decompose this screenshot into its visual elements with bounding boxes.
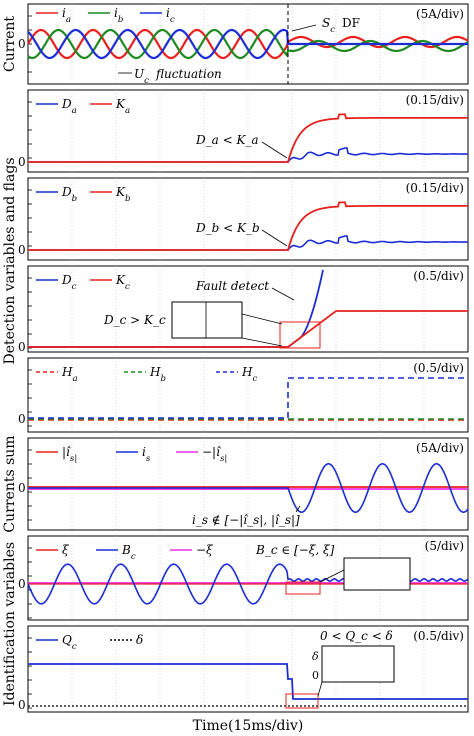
zoom-connector-6 [319,569,345,583]
annotation-fault-detect-arrow [271,287,295,301]
zoom-inset-6 [343,557,411,591]
annotation-df: DF [342,16,360,30]
annotation-fault-detect: Fault detect [195,279,269,293]
legend-Hc-label: Hc [241,365,257,384]
annotation-panel-1-arrow [261,141,288,159]
zoom-inset [171,301,243,339]
legend-ib-label: ib [114,6,123,25]
series-Qc-line [28,663,468,700]
legend-Db-label: Db [61,185,77,204]
annotation-sc-arrow [291,24,317,32]
legend-Da-label: Da [61,97,77,116]
legend-Qc-label: Qc [62,633,77,652]
legend-neg-xi-label: −ξ [196,543,214,557]
legend-xi-label: ξ [62,543,70,557]
series-Ka-line [28,113,468,163]
legend-Bc-label: Bc [121,543,136,562]
annotation-panel-2: D_b < K_b [195,221,260,235]
zoom-connector-7 [317,681,323,697]
legend-delta-label: δ [136,633,143,647]
zoom-inset-7-delta-label: δ [312,650,319,663]
panel-1-scale: (0.15/div) [406,93,464,107]
annotation-dc-gt-kc: D_c > K_c [103,313,166,327]
legend-abs-is-hat-label: |îs| [62,445,77,464]
legend-neg-abs-is-hat-label: −|îs| [202,445,227,464]
annotation-is-arrow [295,505,301,513]
legend-Kc-label: Kc [115,273,130,292]
legend-Hb-label: Hb [149,365,166,384]
panel-1-zero-label: 0 [18,155,26,169]
panel-3-scale: (0.5/div) [413,269,464,283]
panel-5-scale: (5A/div) [416,441,464,455]
panel-6-scale: (5/div) [425,539,464,553]
annotation-panel-2-arrow [261,229,288,247]
annotation-is-notin: i_s ∉ [−|î_s|, |î_s|] [192,513,300,527]
panel-7-scale: (0.5/div) [413,629,464,643]
zoom-source-box-7 [285,693,319,709]
annotation-uc: Uc [134,67,149,86]
y-group-label-3: Identification variables [2,542,18,706]
y-group-label-0: Current [2,16,18,72]
legend-Dc-label: Dc [61,273,77,292]
zoom-source-box-6 [285,581,321,595]
annotation-qc-range: 0 < Q_c < δ [320,629,393,643]
panel-2-zero-label: 0 [18,243,26,257]
legend-Kb-label: Kb [115,185,131,204]
legend-Ha-label: Ha [61,365,78,384]
y-group-label-2: Currents sum [2,435,18,532]
series-Kc-line [28,310,468,348]
panel-5-zero-label: 0 [18,481,26,495]
annotation-panel-1: D_a < K_a [195,133,259,147]
legend-is-label: is [142,445,151,464]
legend-ia-label: ia [62,6,71,25]
panel-0-zero-label: 0 [18,37,26,51]
panel-4-scale: (0.5/div) [413,361,464,375]
series-Hc-line [28,377,468,419]
zoom-inset-7 [321,645,395,683]
series-ib-line [27,28,469,60]
panel-0-scale: (5A/div) [416,7,464,21]
zoom-source-box [279,321,321,349]
series-is-line [28,463,469,513]
panel-3-zero-label: 0 [18,340,26,354]
legend-ic-label: ic [166,6,175,25]
panel-4-zero-label: 0 [18,412,26,426]
panel-2-scale: (0.15/div) [406,181,464,195]
panel-7-zero-label: 0 [18,698,26,712]
series-ic-line [27,28,468,60]
series-Kb-line [28,201,468,251]
annotation-fluct: fluctuation [155,67,222,81]
panel-6-zero-label: 0 [18,577,26,591]
zoom-connector-a [241,313,283,325]
annotation-sc: Sc [322,16,335,35]
zoom-inset-7-zero-label: 0 [312,669,319,682]
zoom-connector-b [241,337,283,347]
x-axis-label: Time(15ms/div) [193,718,304,734]
legend-Ka-label: Ka [115,97,130,116]
annotation-bc-in: B_c ∈ [−ξ, ξ] [255,543,335,557]
y-group-label-1: Detection variables and flags [2,158,18,365]
